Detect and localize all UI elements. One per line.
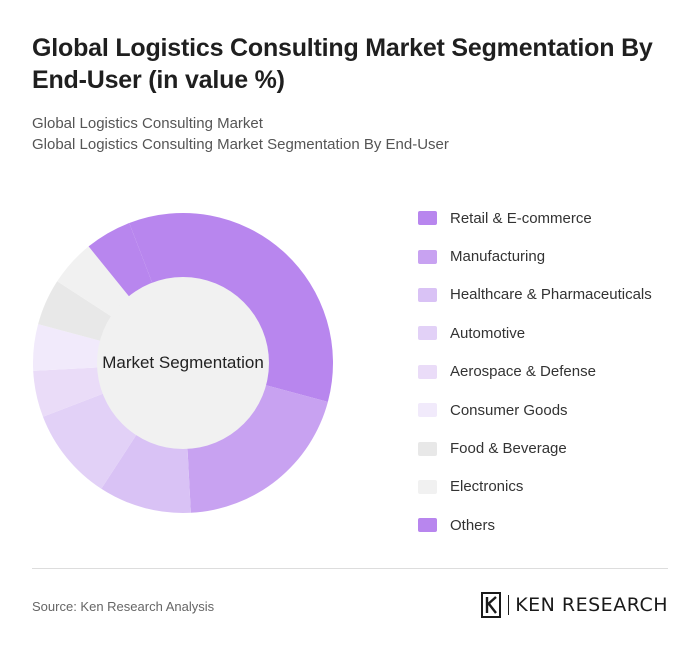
logo-separator (507, 595, 510, 615)
legend-label: Automotive (450, 324, 526, 342)
legend-label: Healthcare & Pharmaceuticals (450, 286, 652, 304)
legend-label: Food & Beverage (450, 440, 567, 458)
legend-item: Manufacturing (418, 237, 652, 275)
donut-center-label: Market Segmentation (102, 353, 264, 372)
subtitle-line-1: Global Logistics Consulting Market (32, 115, 263, 132)
legend-swatch (418, 403, 437, 418)
chart-title: Global Logistics Consulting Market Segme… (32, 34, 653, 94)
subtitle-line-2: Global Logistics Consulting Market Segme… (32, 136, 449, 153)
legend-swatch (418, 211, 437, 226)
donut-center (97, 277, 269, 449)
logo-text: KEN RESEARCH (515, 594, 668, 616)
ken-research-logo: KEN RESEARCH (480, 592, 668, 618)
legend-label: Retail & E-commerce (450, 209, 592, 227)
chart-subtitle: Global Logistics Consulting Market Globa… (32, 113, 449, 155)
legend-item: Retail & E-commerce (418, 199, 652, 237)
legend-swatch (418, 441, 437, 456)
legend-swatch (418, 326, 437, 341)
legend-label: Consumer Goods (450, 401, 568, 419)
legend-swatch (418, 364, 437, 379)
legend-label: Aerospace & Defense (450, 363, 596, 381)
legend-swatch (418, 249, 437, 264)
legend-item: Automotive (418, 314, 652, 352)
legend-item: Food & Beverage (418, 429, 652, 467)
legend-item: Electronics (418, 468, 652, 506)
legend-label: Electronics (450, 478, 524, 496)
legend-label: Manufacturing (450, 248, 546, 266)
legend-item: Healthcare & Pharmaceuticals (418, 276, 652, 314)
legend-swatch (418, 287, 437, 302)
legend-label: Others (450, 516, 496, 534)
chart-legend: Retail & E-commerce Manufacturing Healthca… (418, 199, 652, 545)
legend-item: Others (418, 506, 652, 544)
logo-mark-icon (480, 592, 501, 618)
legend-item: Consumer Goods (418, 391, 652, 429)
donut-chart: Market Segmentation (33, 212, 334, 513)
legend-item: Aerospace & Defense (418, 353, 652, 391)
legend-swatch (418, 518, 437, 533)
source-note: Source: Ken Research Analysis (32, 599, 215, 614)
footer-divider (32, 568, 668, 569)
legend-swatch (418, 479, 437, 494)
